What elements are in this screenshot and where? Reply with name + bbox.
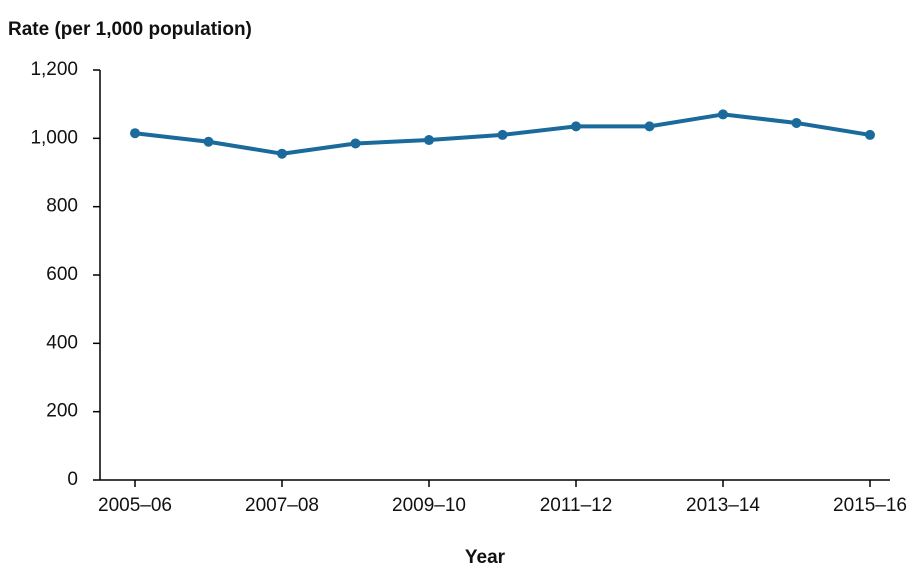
y-tick-label: 1,200	[30, 59, 78, 80]
point	[791, 117, 802, 128]
point	[718, 109, 728, 120]
point	[203, 136, 214, 147]
x-tick-label: 2007–08	[245, 495, 319, 516]
y-tick-label: 800	[46, 196, 78, 217]
y-tick-label: 0	[67, 469, 78, 490]
y-tick-label: 400	[46, 332, 78, 353]
point	[350, 138, 361, 149]
x-tick-label: 2011–12	[540, 495, 613, 516]
point	[497, 129, 508, 140]
point	[277, 148, 287, 159]
x-tick-label: 2015–16	[833, 495, 907, 516]
y-tick-label: 600	[46, 264, 78, 285]
x-tick-label: 2009–10	[392, 495, 466, 516]
x-tick-label: 2013–14	[686, 495, 760, 516]
x-axis-title: Year	[465, 547, 506, 568]
point	[571, 121, 581, 132]
point	[424, 135, 434, 146]
point	[130, 128, 140, 139]
y-tick-label: 200	[46, 401, 78, 422]
y-tick-label: 1,000	[30, 127, 78, 148]
point	[644, 121, 655, 132]
y-axis-title: Rate (per 1,000 population)	[8, 19, 252, 40]
point	[865, 129, 875, 140]
x-tick-label: 2005–06	[98, 495, 172, 516]
